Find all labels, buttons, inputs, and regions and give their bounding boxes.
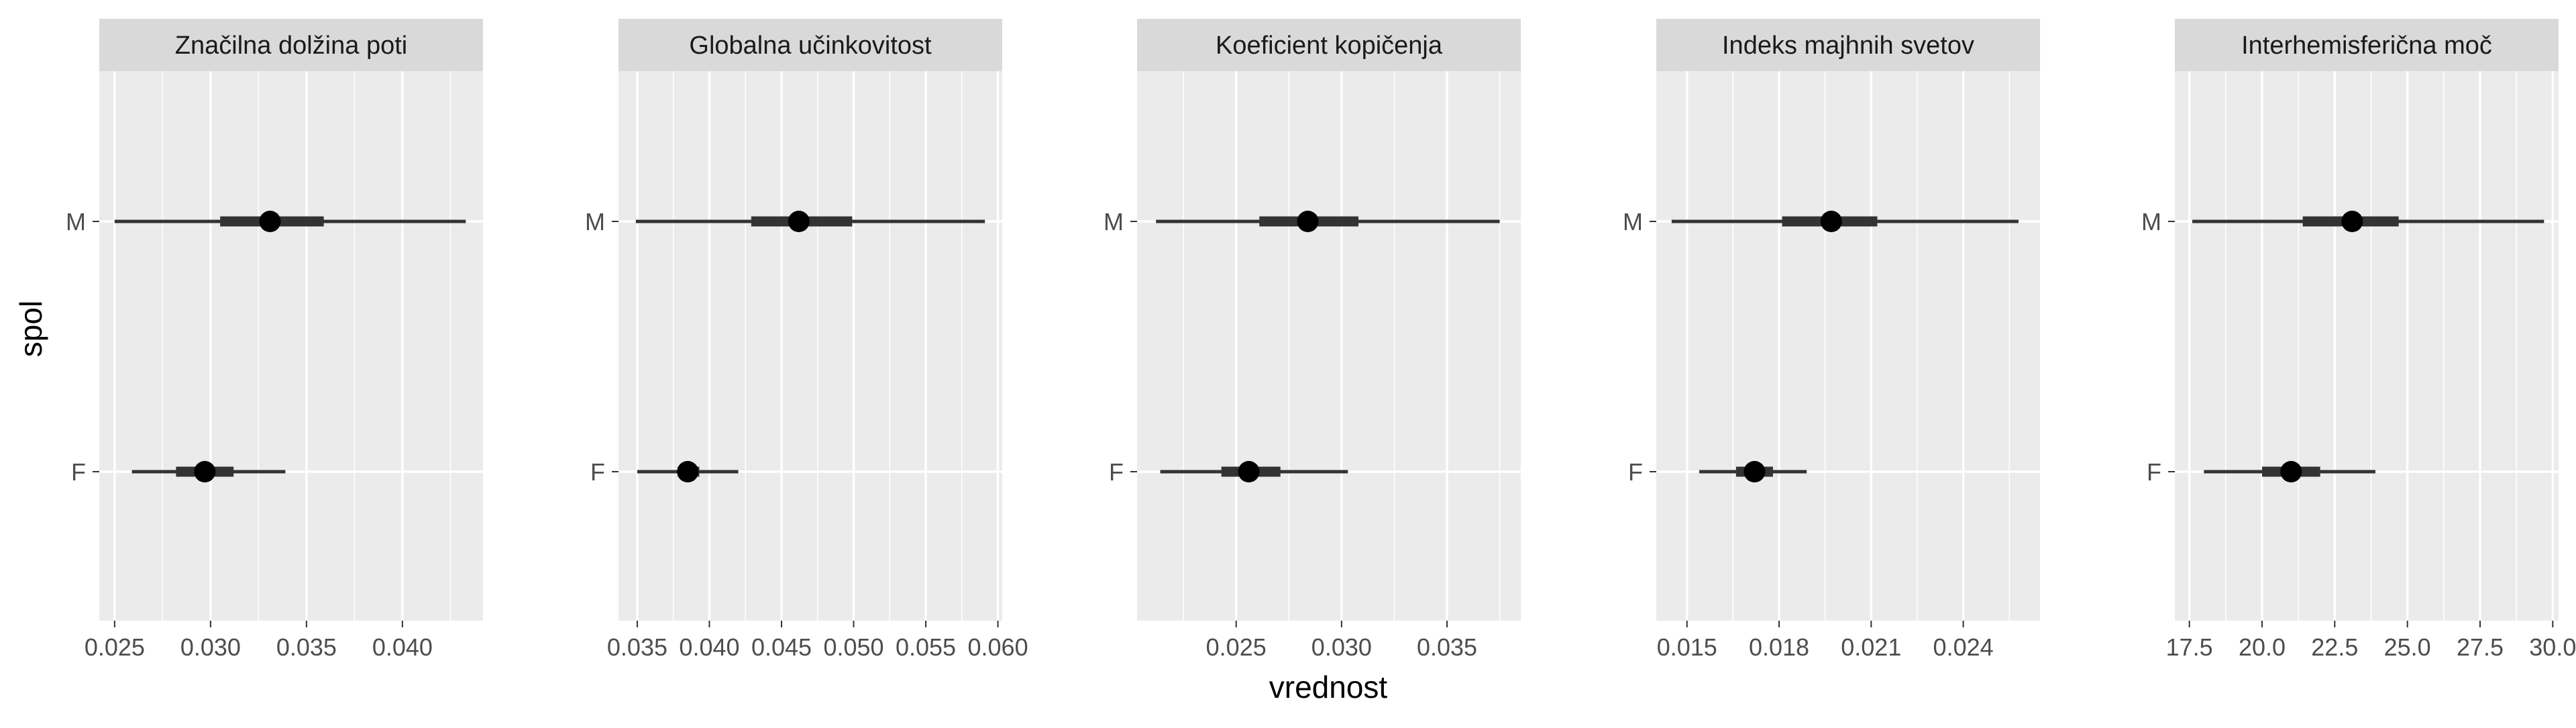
point-estimate [1743, 461, 1766, 482]
x-tick-label: 27.5 [2457, 633, 2504, 661]
y-axis-title: spol [13, 301, 48, 357]
plot-panel [619, 71, 1002, 621]
x-tick-label: 0.060 [968, 633, 1028, 661]
x-tick-label: 0.018 [1749, 633, 1809, 661]
facet-strip [2175, 19, 2559, 71]
x-tick-label: 0.030 [1311, 633, 1372, 661]
x-tick-label: 0.025 [85, 633, 145, 661]
x-tick-label: 22.5 [2311, 633, 2358, 661]
x-tick-label: 0.035 [276, 633, 337, 661]
point-estimate [788, 211, 810, 232]
y-tick-label: F [71, 458, 86, 486]
x-tick-label: 0.024 [1933, 633, 1994, 661]
y-tick-label: F [590, 458, 605, 486]
y-tick-label: F [1628, 458, 1643, 486]
x-tick-label: 0.015 [1657, 633, 1717, 661]
point-estimate [194, 461, 216, 482]
plot-panel [1656, 71, 2040, 621]
y-tick-label: F [2147, 458, 2161, 486]
x-tick-label: 0.025 [1206, 633, 1267, 661]
x-tick-label: 0.030 [180, 633, 241, 661]
x-tick-label: 17.5 [2166, 633, 2213, 661]
point-estimate [1238, 461, 1260, 482]
y-tick-label: F [1109, 458, 1124, 486]
facet-strip [1656, 19, 2040, 71]
x-tick-label: 0.040 [679, 633, 739, 661]
plot-panel [2175, 71, 2559, 621]
y-tick-label: M [585, 208, 605, 236]
x-tick-label: 0.045 [751, 633, 812, 661]
facet-title: Interhemisferična moč [2241, 32, 2492, 60]
point-estimate [2280, 461, 2302, 482]
point-estimate [1820, 211, 1842, 232]
facet-strip [99, 19, 483, 71]
point-estimate [259, 211, 281, 232]
x-tick-label: 0.021 [1841, 633, 1901, 661]
x-tick-label: 0.050 [823, 633, 883, 661]
x-tick-label: 0.035 [1417, 633, 1477, 661]
facet-strip [1137, 19, 1521, 71]
facet-title: Globalna učinkovitost [689, 32, 932, 60]
y-tick-label: M [2141, 208, 2161, 236]
plot-panel [1137, 71, 1521, 621]
facet-strip [619, 19, 1002, 71]
y-tick-label: M [66, 208, 86, 236]
point-estimate [2341, 211, 2363, 232]
x-tick-label: 0.055 [896, 633, 956, 661]
x-tick-label: 25.0 [2384, 633, 2431, 661]
facet-title: Indeks majhnih svetov [1722, 32, 1974, 60]
point-estimate [1297, 211, 1319, 232]
y-tick-label: M [1104, 208, 1124, 236]
x-tick-label: 30.0 [2529, 633, 2576, 661]
point-estimate [677, 461, 699, 482]
facet-title: Značilna dolžina poti [175, 32, 407, 60]
facet-title: Koeficient kopičenja [1216, 32, 1443, 60]
x-axis-title: vrednost [1269, 670, 1388, 705]
x-tick-label: 0.035 [607, 633, 667, 661]
x-tick-label: 0.040 [372, 633, 433, 661]
y-tick-label: M [1623, 208, 1643, 236]
x-tick-label: 20.0 [2239, 633, 2286, 661]
plot-panel [99, 71, 483, 621]
